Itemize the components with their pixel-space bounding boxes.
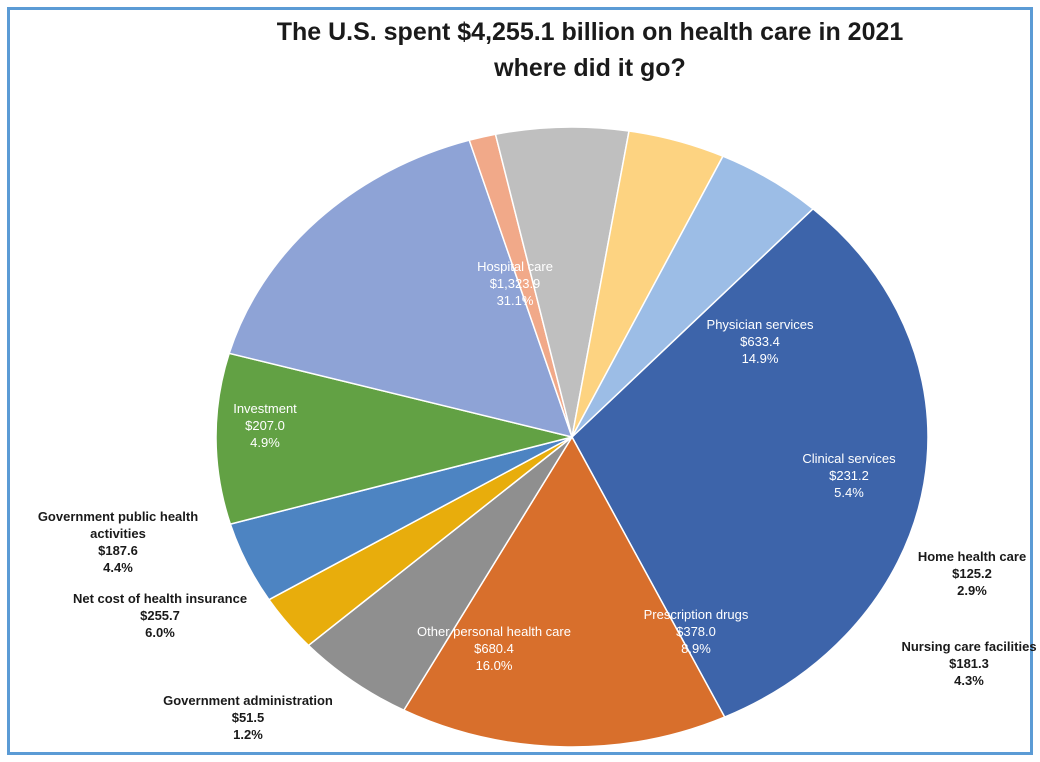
slice-label-other-personal-health-care: Other personal health care $680.4 16.0% [399,623,589,674]
chart-subtitle: where did it go? [494,54,686,82]
category-label: Prescription drugs [643,607,749,622]
slice-label-prescription-drugs: Prescription drugs $378.0 8.9% [636,606,756,657]
slice-label-clinical-services: Clinical services $231.2 5.4% [779,450,919,501]
value-label: $181.3 [949,656,989,671]
category-label: Hospital care [477,259,553,274]
slice-net-cost-of-health-insurance [494,126,630,438]
slice-label-hospital-care: Hospital care $1,323.9 31.1% [435,258,595,309]
percent-label: 8.9% [681,641,711,656]
value-label: $633.4 [740,334,780,349]
value-label: $207.0 [245,418,285,433]
percent-label: 4.9% [250,435,280,450]
category-label: Government administration [163,693,333,708]
value-label: $680.4 [474,641,514,656]
slice-other-personal-health-care [228,139,574,439]
category-label: Home health care [917,549,1027,564]
slice-investment [571,155,815,438]
category-label: Government public health activities [37,509,199,541]
value-label: $1,323.9 [489,276,541,291]
value-label: $255.7 [140,608,180,623]
value-label: $125.2 [952,566,992,581]
percent-label: 2.9% [957,583,987,598]
value-label: $231.2 [829,468,869,483]
slice-label-physician-services: Physician services $633.4 14.9% [680,316,840,367]
slice-hospital-care [571,207,929,719]
slice-label-government-administration: Government administration $51.5 1.2% [143,692,353,743]
category-label: Net cost of health insurance [72,591,248,606]
slice-label-investment: Investment $207.0 4.9% [210,400,320,451]
value-label: $187.6 [98,543,138,558]
category-label: Clinical services [802,451,896,466]
chart-title: The U.S. spent $4,255.1 billion on healt… [276,18,904,46]
percent-label: 1.2% [233,727,263,742]
slice-prescription-drugs [215,352,573,525]
percent-label: 5.4% [834,485,864,500]
percent-label: 31.1% [496,293,534,308]
pie-slices [215,126,929,748]
slice-physician-services [402,435,726,748]
category-label: Investment [233,401,297,416]
percent-label: 4.3% [954,673,984,688]
value-label: $51.5 [231,710,265,725]
percent-label: 14.9% [741,351,779,366]
slice-label-government-public-health-activities: Government public health activities $187.… [23,508,213,576]
value-label: $378.0 [676,624,716,639]
slice-label-home-health-care: Home health care $125.2 2.9% [897,548,1040,599]
percent-label: 6.0% [145,625,175,640]
chart-title-block: The U.S. spent $4,255.1 billion on healt… [0,14,1040,86]
slice-label-nursing-care-facilities: Nursing care facilities $181.3 4.3% [874,638,1040,689]
category-label: Physician services [706,317,814,332]
percent-label: 4.4% [103,560,133,575]
category-label: Other personal health care [417,624,571,639]
percent-label: 16.0% [475,658,513,673]
slice-label-net-cost-of-health-insurance: Net cost of health insurance $255.7 6.0% [50,590,270,641]
category-label: Nursing care facilities [901,639,1037,654]
